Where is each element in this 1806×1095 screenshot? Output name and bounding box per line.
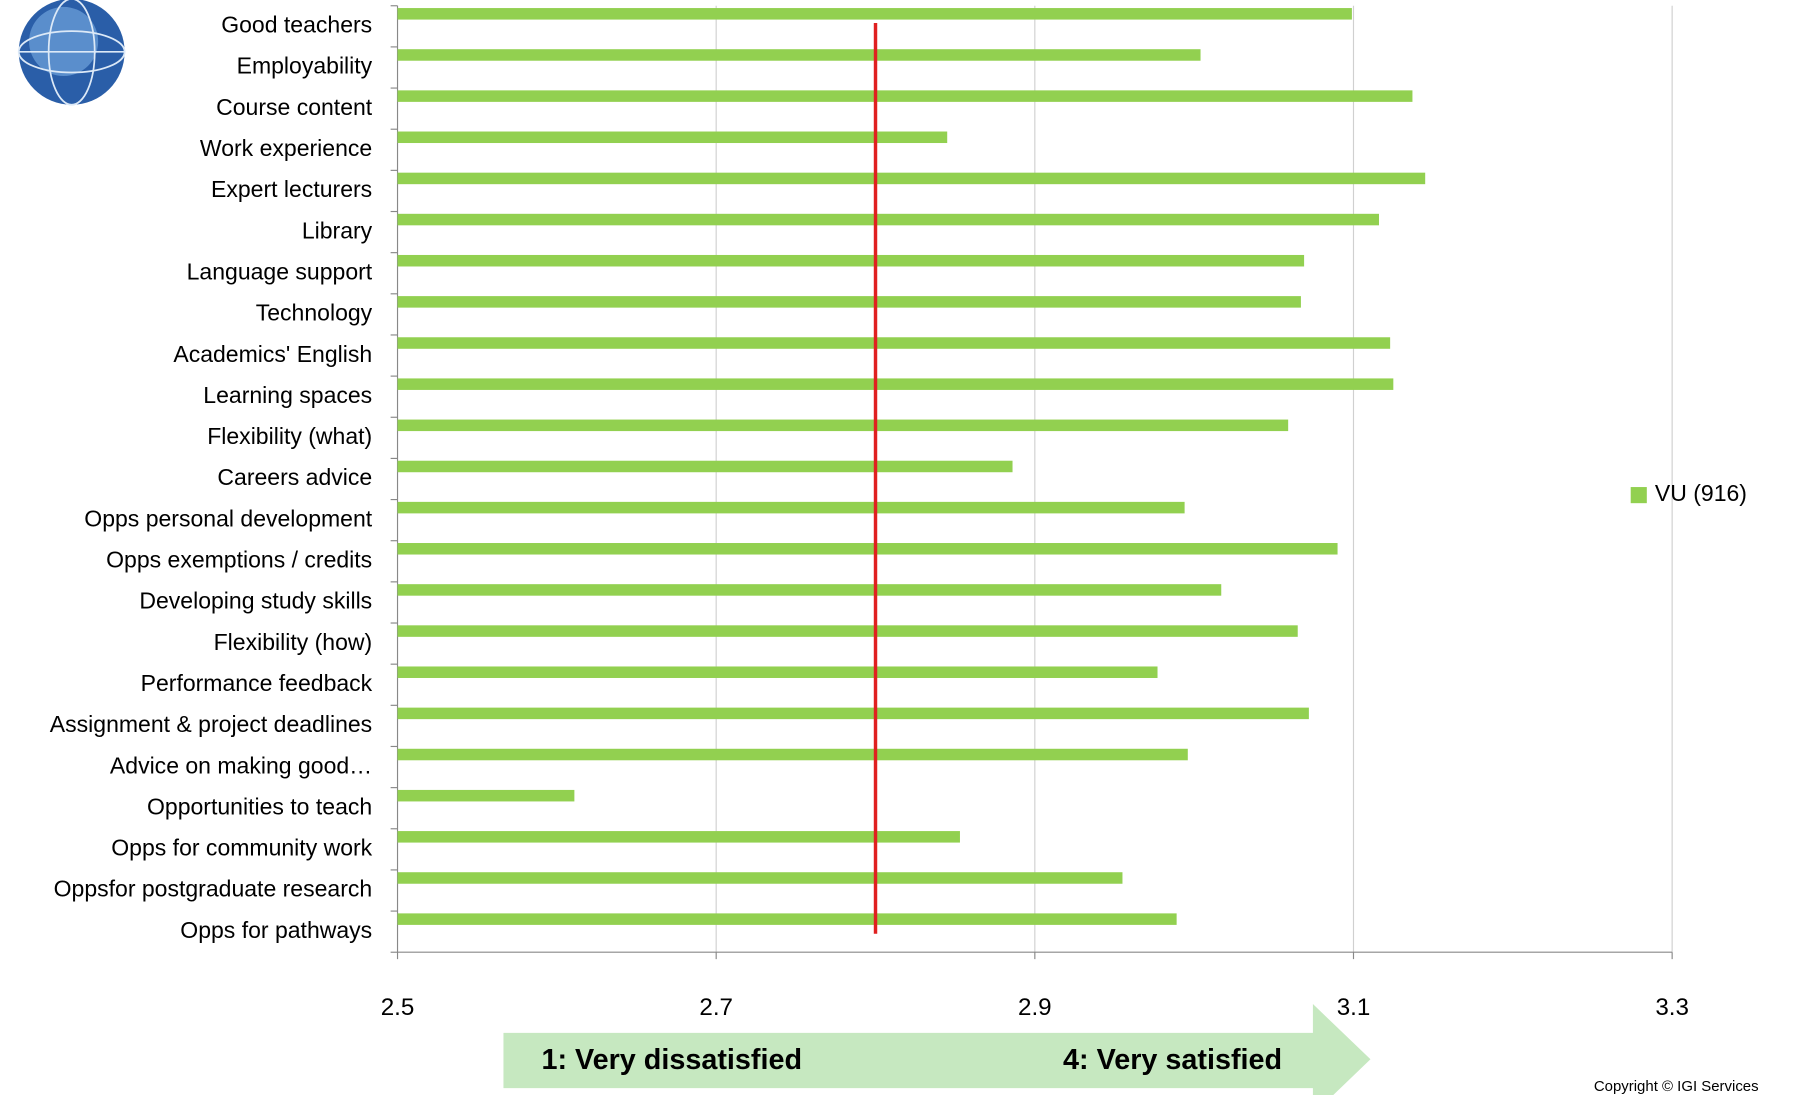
bar [397, 8, 1352, 20]
bar [397, 460, 1013, 473]
y-tick-label: Good teachers [221, 12, 372, 38]
bar [397, 49, 1201, 61]
y-tick-label: Careers advice [217, 464, 372, 490]
scale-low-label: 1: Very dissatisfied [541, 1044, 802, 1076]
bar [397, 872, 1123, 884]
y-tick-label: Assignment & project deadlines [50, 711, 372, 737]
bar [397, 625, 1298, 637]
bar [397, 913, 1177, 925]
scale-arrow [503, 1004, 1371, 1095]
bar [397, 419, 1289, 432]
bar [397, 501, 1185, 514]
bar [397, 748, 1188, 761]
y-tick-label: Opps for community work [111, 835, 372, 861]
legend-label: VU (916) [1655, 480, 1747, 506]
x-tick-label: 2.7 [699, 994, 733, 1021]
y-tick-label: Oppsfor postgraduate research [54, 876, 373, 902]
bar [397, 543, 1338, 555]
y-tick-label: Opps personal development [84, 505, 372, 531]
y-tick-label: Technology [256, 300, 373, 326]
bar [397, 296, 1301, 308]
y-tick-label: Academics' English [173, 341, 372, 367]
scale-high-label: 4: Very satisfied [1063, 1044, 1282, 1076]
bar [397, 584, 1222, 596]
globe-icon [17, 0, 126, 106]
y-tick-label: Opps exemptions / credits [106, 547, 372, 573]
y-tick-label: Language support [187, 258, 373, 284]
y-tick-label: Expert lecturers [211, 176, 372, 202]
y-tick-label: Opportunities to teach [147, 793, 372, 819]
y-tick-label: Advice on making good… [110, 752, 372, 778]
x-tick-label: 3.3 [1655, 994, 1689, 1021]
y-tick-label: Developing study skills [139, 588, 372, 614]
y-tick-label: Opps for pathways [180, 917, 372, 943]
bar [397, 131, 948, 144]
bar [397, 337, 1391, 349]
x-tick-label: 3.1 [1337, 994, 1371, 1021]
x-tick-label: 2.5 [381, 994, 415, 1021]
y-tick-label: Performance feedback [141, 670, 373, 696]
y-tick-label: Flexibility (what) [207, 423, 372, 449]
y-tick-label: Library [302, 217, 373, 243]
bar [397, 831, 960, 843]
y-tick-label: Flexibility (how) [214, 629, 373, 655]
y-tick-label: Work experience [200, 135, 372, 161]
bar [397, 213, 1379, 226]
bar [397, 254, 1305, 267]
x-tick-label: 2.9 [1018, 994, 1052, 1021]
y-tick-label: Learning spaces [203, 382, 372, 408]
bar [397, 666, 1158, 678]
copyright: Copyright © IGI Services [1594, 1078, 1759, 1095]
bar [397, 172, 1426, 185]
bar [397, 789, 575, 802]
legend-swatch [1630, 487, 1647, 504]
bar [397, 707, 1309, 720]
bar [397, 90, 1413, 102]
y-tick-label: Course content [216, 94, 373, 120]
bar [397, 378, 1394, 390]
y-tick-label: Employability [237, 53, 373, 79]
